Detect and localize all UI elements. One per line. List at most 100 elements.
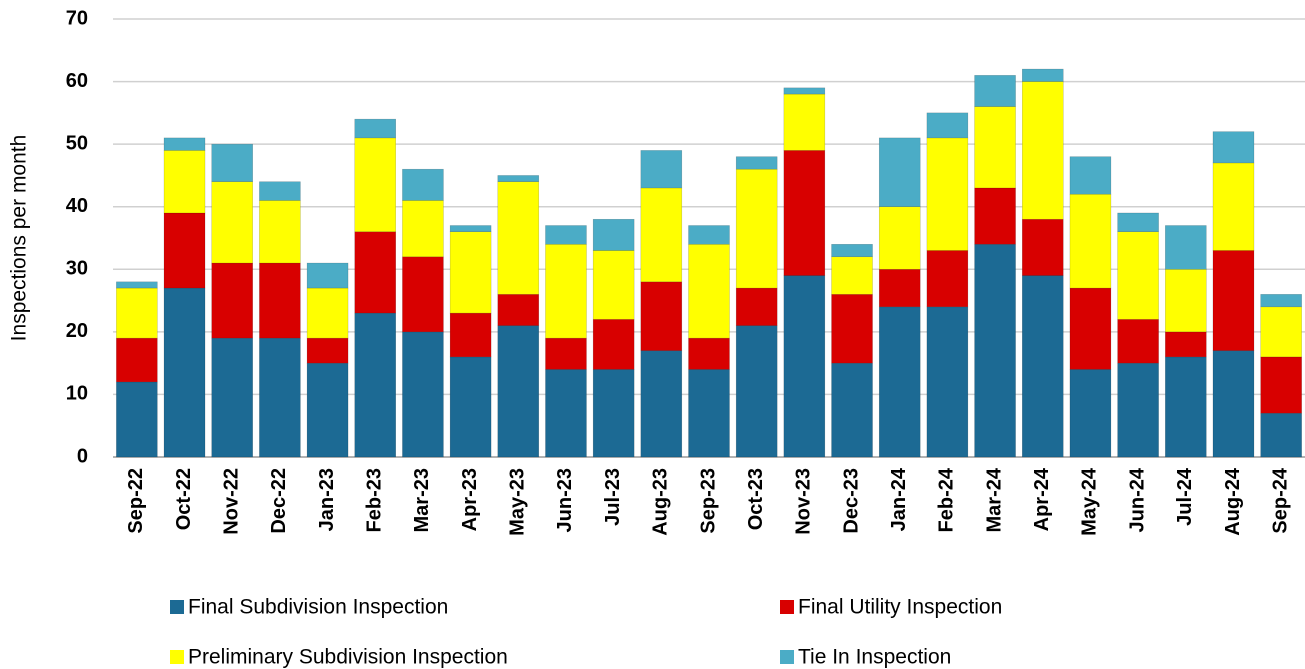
bar-segment <box>1117 319 1159 364</box>
x-tick-label: Sep-22 <box>125 468 147 534</box>
bar-segment <box>402 256 444 333</box>
bar-segment <box>1022 68 1064 82</box>
x-tick-label: May-23 <box>507 468 529 536</box>
x-tick-label: Aug-23 <box>650 468 672 536</box>
bar-segment <box>306 362 349 458</box>
x-tick-label: Aug-24 <box>1222 467 1244 536</box>
x-tick-label: Jun-24 <box>1126 467 1148 532</box>
bar-segment <box>306 337 349 364</box>
bar-segment <box>640 150 683 189</box>
bar-segment <box>878 137 921 207</box>
bar-segment <box>1212 131 1255 164</box>
x-tick-label: Jul-24 <box>1174 467 1196 526</box>
y-tick-label: 10 <box>66 383 88 405</box>
bar-segment <box>688 244 730 339</box>
x-tick-label: Dec-22 <box>268 468 290 534</box>
x-tick-label: Nov-22 <box>220 468 242 535</box>
bar-segment <box>1212 250 1255 351</box>
bar-segment <box>163 287 206 458</box>
bar-segment <box>688 225 730 245</box>
bar-segment <box>1022 218 1064 276</box>
bar-segment <box>783 275 826 458</box>
bar-segment <box>1165 269 1207 333</box>
bar-segment <box>878 269 921 308</box>
bar-segment <box>211 337 253 458</box>
bar-segment <box>497 175 540 182</box>
bar-segment <box>926 112 969 139</box>
x-tick-label: Feb-23 <box>364 468 386 532</box>
bar-segment <box>688 369 730 458</box>
bar-segment <box>116 287 158 339</box>
bar-segment <box>926 137 969 251</box>
y-tick-label: 50 <box>66 132 88 154</box>
bar-segment <box>1212 162 1255 251</box>
bar-segment <box>449 356 492 458</box>
bar-segment <box>831 294 873 364</box>
x-tick-label: Oct-22 <box>173 468 195 530</box>
bar-segment <box>211 262 253 339</box>
bar-segment <box>306 262 349 289</box>
bar-segment <box>259 181 301 201</box>
bar-segment <box>116 381 158 458</box>
bar-segment <box>735 156 778 170</box>
bar-segment <box>974 244 1016 458</box>
bar-segment <box>783 150 826 276</box>
legend-label: Tie In Inspection <box>798 646 951 669</box>
bar-segment <box>640 187 683 283</box>
legend-label: Final Utility Inspection <box>798 596 1002 619</box>
bar-segment <box>592 319 635 370</box>
bar-segment <box>1117 231 1159 320</box>
legend-swatch <box>780 650 794 664</box>
bar-segment <box>497 294 540 326</box>
bar-segment <box>497 325 540 458</box>
y-tick-label: 70 <box>66 7 88 29</box>
bar-segment <box>592 250 635 320</box>
legend-label: Preliminary Subdivision Inspection <box>188 646 508 669</box>
bar-segment <box>878 206 921 270</box>
bar-segment <box>1069 287 1112 370</box>
bar-segment <box>592 218 635 251</box>
bar-segment <box>545 337 587 370</box>
x-tick-label: Jul-23 <box>602 468 624 526</box>
x-tick-label: Apr-24 <box>1031 467 1053 531</box>
bar-segment <box>354 137 396 232</box>
bar-segment <box>974 75 1016 107</box>
bar-segment <box>354 118 396 139</box>
bar-segment <box>259 200 301 264</box>
bar-segment <box>1022 275 1064 458</box>
bar-segment <box>449 312 492 358</box>
bar-segment <box>259 262 301 339</box>
bar-segment <box>1165 331 1207 358</box>
bar-segment <box>831 244 873 258</box>
legend-label: Final Subdivision Inspection <box>188 596 448 619</box>
bar-segment <box>1165 356 1207 458</box>
x-tick-label: Sep-23 <box>697 468 719 534</box>
bar-segment <box>640 350 683 458</box>
y-tick-label: 30 <box>66 258 88 280</box>
x-tick-label: Mar-23 <box>411 468 433 532</box>
bar-segment <box>116 281 158 289</box>
x-tick-label: Feb-24 <box>936 467 958 532</box>
x-tick-label: Nov-23 <box>793 468 815 535</box>
bar-segment <box>592 369 635 458</box>
bar-segment <box>449 225 492 232</box>
bar-segment <box>1117 362 1159 458</box>
bar-segment <box>116 337 158 383</box>
x-tick-label: Oct-23 <box>745 468 767 530</box>
y-axis-label: Inspections per month <box>8 135 31 342</box>
bar-segment <box>497 181 540 295</box>
bar-segment <box>402 168 444 201</box>
bar-segment <box>1022 81 1064 220</box>
bar-segment <box>783 93 826 151</box>
x-tick-label: May-24 <box>1079 467 1101 536</box>
bar-segment <box>402 331 444 458</box>
x-tick-label: Sep-24 <box>1269 467 1291 533</box>
bar-segment <box>545 225 587 245</box>
bar-segment <box>259 337 301 458</box>
bar-segment <box>211 143 253 182</box>
bar-segment <box>163 150 206 214</box>
bar-segment <box>163 212 206 289</box>
bar-segment <box>974 106 1016 189</box>
x-tick-label: Jan-24 <box>888 467 910 531</box>
